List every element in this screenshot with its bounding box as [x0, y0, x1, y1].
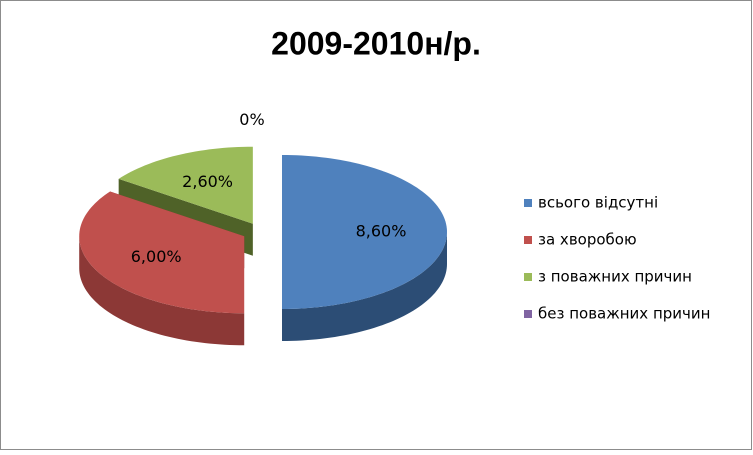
legend-label: з поважних причин [538, 268, 692, 286]
chart-title: 2009-2010н/р. [271, 25, 481, 61]
slice-top [79, 191, 245, 314]
legend-label: за хворобою [538, 231, 637, 249]
pie-slice [79, 191, 245, 346]
slice-side [282, 232, 447, 341]
legend-label: всього відсутні [538, 194, 658, 212]
legend-swatch [524, 273, 532, 281]
legend-swatch [524, 236, 532, 244]
data-label: 6,00% [131, 247, 182, 266]
data-label: 0% [239, 110, 264, 129]
pie-slice [282, 155, 447, 341]
legend-label: без поважних причин [538, 305, 710, 323]
data-label: 8,60% [356, 222, 407, 241]
data-label: 2,60% [182, 172, 233, 191]
legend-swatch [524, 310, 532, 318]
slice-side [79, 236, 245, 346]
slice-top [118, 146, 253, 224]
slice-top [282, 155, 447, 309]
legend-swatch [524, 199, 532, 207]
